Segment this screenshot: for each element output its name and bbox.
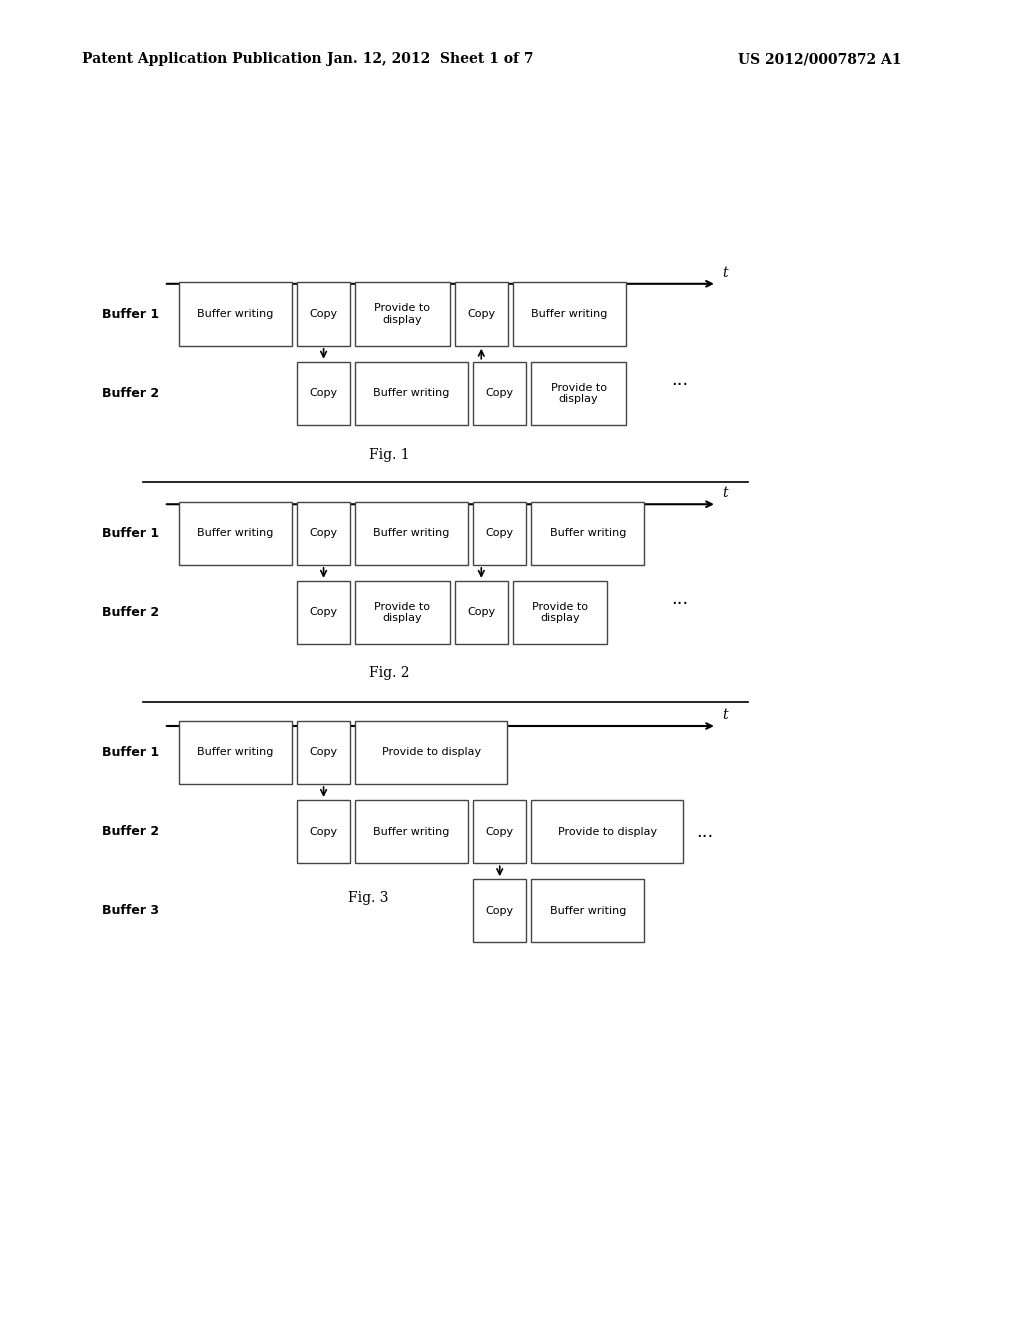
FancyBboxPatch shape — [455, 282, 508, 346]
Text: ...: ... — [671, 371, 688, 389]
Text: Buffer writing: Buffer writing — [374, 528, 450, 539]
FancyBboxPatch shape — [297, 721, 350, 784]
Text: t: t — [722, 708, 727, 722]
FancyBboxPatch shape — [473, 362, 526, 425]
Text: Provide to display: Provide to display — [558, 826, 656, 837]
FancyBboxPatch shape — [297, 581, 350, 644]
Text: Buffer writing: Buffer writing — [374, 826, 450, 837]
FancyBboxPatch shape — [355, 581, 450, 644]
FancyBboxPatch shape — [531, 362, 626, 425]
Text: Provide to display: Provide to display — [382, 747, 480, 758]
FancyBboxPatch shape — [297, 502, 350, 565]
Text: Copy: Copy — [467, 309, 496, 319]
Text: Copy: Copy — [485, 528, 514, 539]
FancyBboxPatch shape — [355, 721, 507, 784]
Text: Buffer 1: Buffer 1 — [101, 308, 159, 321]
Text: Copy: Copy — [309, 388, 338, 399]
FancyBboxPatch shape — [297, 362, 350, 425]
Text: Buffer 2: Buffer 2 — [101, 606, 159, 619]
Text: Copy: Copy — [485, 388, 514, 399]
Text: Copy: Copy — [309, 607, 338, 618]
Text: t: t — [722, 265, 727, 280]
FancyBboxPatch shape — [531, 879, 644, 942]
Text: Buffer writing: Buffer writing — [198, 747, 273, 758]
FancyBboxPatch shape — [179, 502, 292, 565]
FancyBboxPatch shape — [355, 800, 468, 863]
Text: Fig. 3: Fig. 3 — [348, 891, 389, 904]
Text: Copy: Copy — [309, 826, 338, 837]
Text: Copy: Copy — [485, 906, 514, 916]
Text: Fig. 2: Fig. 2 — [369, 667, 410, 680]
Text: Provide to
display: Provide to display — [375, 304, 430, 325]
Text: Buffer writing: Buffer writing — [198, 528, 273, 539]
FancyBboxPatch shape — [355, 362, 468, 425]
Text: Provide to
display: Provide to display — [375, 602, 430, 623]
FancyBboxPatch shape — [513, 581, 607, 644]
Text: Buffer writing: Buffer writing — [374, 388, 450, 399]
FancyBboxPatch shape — [531, 800, 683, 863]
FancyBboxPatch shape — [473, 800, 526, 863]
Text: Buffer 1: Buffer 1 — [101, 527, 159, 540]
Text: Buffer writing: Buffer writing — [550, 528, 626, 539]
Text: Copy: Copy — [485, 826, 514, 837]
Text: Copy: Copy — [309, 747, 338, 758]
FancyBboxPatch shape — [355, 502, 468, 565]
Text: Fig. 1: Fig. 1 — [369, 449, 410, 462]
Text: ...: ... — [696, 822, 714, 841]
FancyBboxPatch shape — [355, 282, 450, 346]
Text: Buffer 2: Buffer 2 — [101, 387, 159, 400]
Text: Buffer 2: Buffer 2 — [101, 825, 159, 838]
Text: t: t — [722, 486, 727, 500]
Text: US 2012/0007872 A1: US 2012/0007872 A1 — [737, 53, 901, 66]
Text: Buffer writing: Buffer writing — [198, 309, 273, 319]
FancyBboxPatch shape — [473, 502, 526, 565]
FancyBboxPatch shape — [297, 800, 350, 863]
FancyBboxPatch shape — [531, 502, 644, 565]
Text: Buffer writing: Buffer writing — [531, 309, 607, 319]
FancyBboxPatch shape — [473, 879, 526, 942]
Text: Copy: Copy — [309, 528, 338, 539]
Text: Patent Application Publication: Patent Application Publication — [82, 53, 322, 66]
FancyBboxPatch shape — [179, 721, 292, 784]
Text: Buffer 3: Buffer 3 — [101, 904, 159, 917]
Text: Provide to
display: Provide to display — [532, 602, 588, 623]
Text: Jan. 12, 2012  Sheet 1 of 7: Jan. 12, 2012 Sheet 1 of 7 — [327, 53, 534, 66]
Text: Buffer writing: Buffer writing — [550, 906, 626, 916]
Text: Provide to
display: Provide to display — [551, 383, 606, 404]
FancyBboxPatch shape — [297, 282, 350, 346]
FancyBboxPatch shape — [455, 581, 508, 644]
Text: ...: ... — [671, 590, 688, 609]
Text: Copy: Copy — [309, 309, 338, 319]
FancyBboxPatch shape — [513, 282, 626, 346]
Text: Copy: Copy — [467, 607, 496, 618]
Text: Buffer 1: Buffer 1 — [101, 746, 159, 759]
FancyBboxPatch shape — [179, 282, 292, 346]
